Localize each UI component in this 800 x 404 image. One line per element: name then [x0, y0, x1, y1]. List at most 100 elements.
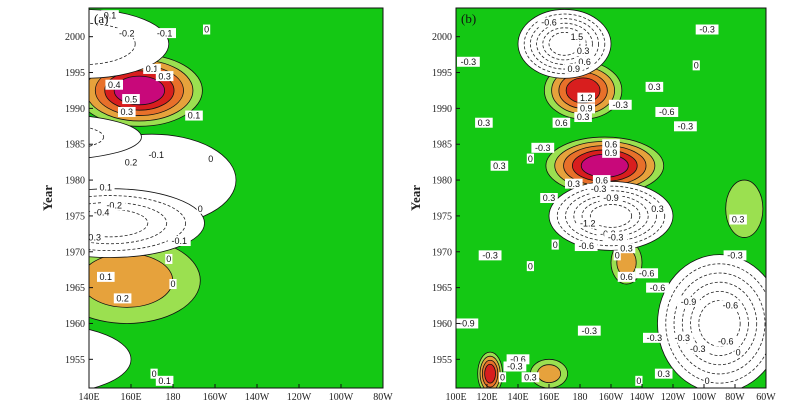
- contour-label-bg: [169, 279, 177, 290]
- contour-label-bg: [577, 325, 601, 336]
- contour-label: 0.6: [620, 272, 633, 282]
- contour-label: 0.1: [188, 111, 201, 121]
- contour-label-bg: [686, 343, 710, 354]
- contour-label: -0.9: [681, 297, 697, 307]
- contour-label-bg: [167, 236, 191, 247]
- contour-label-bg: [568, 31, 586, 42]
- contour-label: -0.3: [613, 100, 629, 110]
- contour-label: -0.3: [690, 344, 706, 354]
- contour-label-bg: [457, 56, 480, 67]
- contour-label: 0.9: [568, 64, 581, 74]
- chart-panel-1: 1.5-0.60.30.60.91.20.90.30.6-0.30.3-0.6-…: [408, 7, 776, 403]
- contour-label-bg: [537, 17, 561, 28]
- contour-label-bg: [490, 160, 509, 171]
- contour-label: 0.3: [524, 372, 537, 382]
- contour-label: -0.3: [727, 251, 743, 261]
- contour-label: 0.5: [125, 94, 138, 104]
- dashed-contour: [681, 281, 758, 366]
- contour-label: 0.3: [732, 215, 745, 225]
- x-tick-label: 80W: [725, 392, 745, 403]
- x-tick-label: 140W: [630, 392, 655, 403]
- dashed-contour: [589, 204, 633, 228]
- contour-label-bg: [143, 63, 161, 74]
- y-axis-title: Year: [40, 185, 55, 211]
- x-tick-label: 140E: [78, 392, 99, 403]
- y-tick-label: 1955: [65, 355, 85, 366]
- y-tick-label: 1980: [65, 176, 85, 187]
- contour-label-bg: [144, 149, 168, 160]
- y-tick-label: 1990: [432, 104, 452, 115]
- contour-label: -0.3: [591, 184, 607, 194]
- plot-frame: [88, 7, 384, 389]
- contour-label-bg: [729, 214, 747, 225]
- x-tick-label: 140E: [507, 392, 528, 403]
- contour-label-bg: [90, 207, 113, 218]
- contour-label-bg: [102, 200, 126, 211]
- contour-label-bg: [565, 178, 583, 189]
- contour-label-bg: [617, 243, 636, 254]
- contour-label: 0: [166, 254, 171, 264]
- contour-label-bg: [648, 203, 667, 214]
- contour-label: 0: [553, 240, 558, 250]
- x-tick-label: 120E: [476, 392, 497, 403]
- contour-label: 0.2: [116, 294, 129, 304]
- contour-label-bg: [718, 300, 742, 311]
- fill-band-blob: [725, 179, 764, 238]
- contour-label: 0.1: [104, 10, 117, 20]
- contour-label-bg: [613, 250, 621, 261]
- contour-label: 0.3: [158, 71, 171, 81]
- contour-label-bg: [576, 218, 600, 229]
- contour-label: 0.2: [125, 157, 138, 167]
- dashed-contour: [690, 290, 749, 356]
- contour-label: 0.3: [493, 161, 506, 171]
- contour-label: 0: [615, 251, 620, 261]
- contour-label: 0.1: [100, 182, 113, 192]
- contour-label-bg: [97, 271, 115, 282]
- contour-label: 0: [204, 25, 209, 35]
- contour-label-bg: [674, 121, 697, 132]
- panel-label: (a): [94, 11, 108, 26]
- x-tick-label: 160W: [599, 392, 624, 403]
- contour-label-bg: [723, 250, 747, 261]
- fill-band-blob: [536, 364, 562, 384]
- contour-label: 0: [152, 369, 157, 379]
- dashed-contour: [542, 27, 587, 61]
- contour-label: -0.6: [510, 355, 526, 365]
- contour-label: -0.6: [639, 268, 655, 278]
- contour-label-bg: [97, 182, 115, 193]
- contour-label-bg: [101, 10, 119, 21]
- negative-region: [517, 9, 612, 79]
- contour-label: 1.5: [571, 32, 584, 42]
- contour-label-bg: [565, 63, 583, 74]
- contour-label-bg: [531, 142, 555, 153]
- contour-label: -0.1: [172, 236, 188, 246]
- contour-label: 0.6: [555, 118, 568, 128]
- contour-label-bg: [574, 46, 592, 57]
- contour-label-bg: [115, 28, 139, 39]
- y-tick-label: 1975: [65, 211, 85, 222]
- chart-panel-0: 0.40.50.30.10.30.1-0.1-0.20.1-0.10.20.1-…: [40, 7, 393, 403]
- contour-label: 0: [208, 154, 213, 164]
- contour-label-bg: [602, 147, 620, 158]
- contour-label-bg: [734, 347, 742, 358]
- y-tick-label: 1955: [432, 355, 452, 366]
- contour-label-bg: [645, 81, 664, 92]
- y-tick-label: 1975: [432, 211, 452, 222]
- dashed-contour: [89, 195, 186, 252]
- contour-label-bg: [185, 110, 203, 121]
- contour-label: -0.3: [675, 333, 691, 343]
- contour-label-bg: [498, 372, 507, 383]
- contour-label: 0.3: [620, 243, 633, 253]
- x-tick-label: 160E: [538, 392, 559, 403]
- contour-label-bg: [677, 296, 700, 307]
- contour-label: -0.3: [582, 326, 598, 336]
- negative-region: [89, 116, 142, 159]
- y-tick-label: 1985: [432, 140, 452, 151]
- contour-label-bg: [574, 241, 598, 252]
- contour-label-bg: [506, 354, 530, 365]
- dashed-contour: [673, 272, 766, 375]
- contour-label-bg: [617, 271, 636, 282]
- y-tick-label: 1965: [432, 283, 452, 294]
- contour-label-bg: [207, 153, 215, 164]
